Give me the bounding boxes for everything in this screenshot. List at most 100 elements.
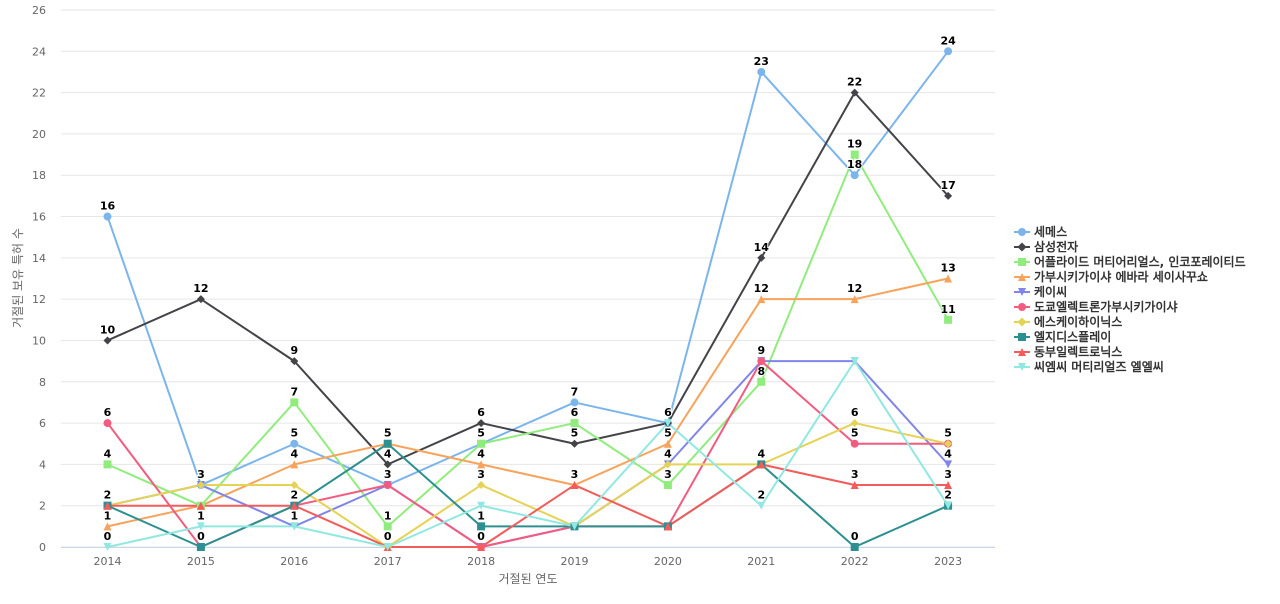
legend-item[interactable]: 세메스 — [1014, 224, 1246, 239]
series-line[interactable] — [107, 442, 949, 548]
data-point[interactable] — [196, 543, 205, 551]
data-point[interactable] — [103, 501, 112, 510]
data-label: 4 — [664, 447, 672, 460]
data-point[interactable] — [850, 439, 859, 448]
data-point[interactable] — [196, 295, 205, 304]
data-point[interactable] — [383, 439, 392, 448]
data-point[interactable] — [570, 398, 579, 407]
data-point[interactable] — [196, 501, 205, 510]
data-point[interactable] — [477, 419, 486, 428]
data-point[interactable] — [477, 460, 486, 469]
data-point[interactable] — [477, 481, 486, 490]
legend-swatch — [1014, 287, 1030, 297]
data-point[interactable] — [757, 357, 766, 366]
data-point[interactable] — [663, 439, 672, 448]
data-point[interactable] — [103, 336, 112, 345]
data-point[interactable] — [290, 501, 299, 510]
data-point[interactable] — [944, 315, 953, 324]
data-point[interactable] — [103, 460, 112, 469]
data-point[interactable] — [196, 522, 205, 531]
legend-label: 엘지디스플레이 — [1034, 330, 1112, 344]
data-point[interactable] — [944, 460, 953, 469]
data-point[interactable] — [850, 171, 859, 180]
legend-item[interactable]: 엘지디스플레이 — [1014, 329, 1246, 344]
data-point[interactable] — [103, 522, 112, 531]
data-label: 5 — [944, 427, 952, 440]
data-point[interactable] — [383, 522, 392, 531]
data-label: 22 — [847, 76, 862, 89]
data-point[interactable] — [290, 460, 299, 469]
data-point[interactable] — [757, 501, 766, 510]
data-point[interactable] — [383, 460, 392, 469]
series-line[interactable] — [106, 50, 949, 487]
data-point[interactable] — [757, 67, 766, 76]
data-point[interactable] — [850, 150, 859, 159]
series-line[interactable] — [107, 360, 949, 548]
data-point[interactable] — [850, 88, 859, 97]
data-point[interactable] — [290, 481, 299, 490]
legend-marker — [1018, 347, 1026, 356]
data-point[interactable] — [663, 481, 672, 490]
data-point[interactable] — [663, 419, 672, 428]
data-point[interactable] — [290, 398, 299, 407]
legend-item[interactable]: 씨엠씨 머티리얼즈 엘엘씨 — [1014, 359, 1246, 374]
data-point[interactable] — [850, 419, 859, 428]
data-point[interactable] — [757, 460, 766, 469]
data-point[interactable] — [663, 460, 672, 469]
y-tick-label: 0 — [39, 541, 46, 554]
legend-label: 씨엠씨 머티리얼즈 엘엘씨 — [1034, 360, 1164, 374]
data-label: 23 — [754, 55, 769, 68]
legend-item[interactable]: 도쿄엘렉트론가부시키가이샤 — [1014, 299, 1246, 314]
data-label: 6 — [571, 406, 579, 419]
x-tick-label: 2020 — [654, 555, 682, 568]
data-label: 3 — [571, 468, 579, 481]
data-point[interactable] — [570, 481, 579, 490]
legend-marker — [1018, 227, 1026, 236]
legend-item[interactable]: 어플라이드 머티어리얼스, 인코포레이티드 — [1014, 254, 1246, 269]
data-point[interactable] — [944, 191, 953, 200]
data-point[interactable] — [103, 419, 112, 428]
data-point[interactable] — [196, 481, 205, 490]
data-point[interactable] — [477, 501, 486, 510]
legend-item[interactable]: 케이씨 — [1014, 284, 1246, 299]
legend-item[interactable]: 삼성전자 — [1014, 239, 1246, 254]
data-point[interactable] — [290, 439, 299, 448]
series-line[interactable] — [107, 277, 949, 528]
series-line[interactable] — [107, 422, 949, 548]
data-point[interactable] — [944, 481, 953, 490]
data-point[interactable] — [944, 501, 953, 510]
data-point[interactable] — [290, 357, 299, 366]
data-point[interactable] — [850, 295, 859, 304]
data-point[interactable] — [757, 253, 766, 262]
data-point[interactable] — [477, 522, 486, 531]
data-point[interactable] — [944, 47, 953, 56]
data-point[interactable] — [944, 274, 953, 283]
data-label: 9 — [757, 344, 765, 357]
data-point[interactable] — [757, 295, 766, 304]
data-point[interactable] — [383, 543, 392, 551]
data-point[interactable] — [944, 439, 953, 448]
data-point[interactable] — [850, 481, 859, 490]
data-label: 0 — [104, 530, 112, 543]
data-point[interactable] — [570, 419, 579, 428]
data-point[interactable] — [850, 357, 859, 366]
legend-item[interactable]: 동부일렉트로닉스 — [1014, 344, 1246, 359]
legend-item[interactable]: 가부시키가이샤 에바라 세이사꾸쇼 — [1014, 269, 1246, 284]
data-point[interactable] — [383, 481, 392, 490]
data-point[interactable] — [850, 543, 859, 551]
data-point[interactable] — [570, 439, 579, 448]
series-lines — [106, 50, 949, 548]
legend-item[interactable]: 에스케이하이닉스 — [1014, 314, 1246, 329]
data-point[interactable] — [477, 439, 486, 448]
data-point[interactable] — [477, 543, 486, 551]
y-tick-label: 24 — [32, 45, 46, 58]
data-point[interactable] — [290, 522, 299, 531]
data-point[interactable] — [757, 377, 766, 386]
data-point[interactable] — [103, 212, 112, 221]
series-line[interactable] — [107, 91, 949, 466]
data-point[interactable] — [103, 543, 112, 551]
series-line[interactable] — [107, 153, 949, 528]
data-point[interactable] — [570, 522, 579, 531]
data-point[interactable] — [663, 522, 672, 531]
